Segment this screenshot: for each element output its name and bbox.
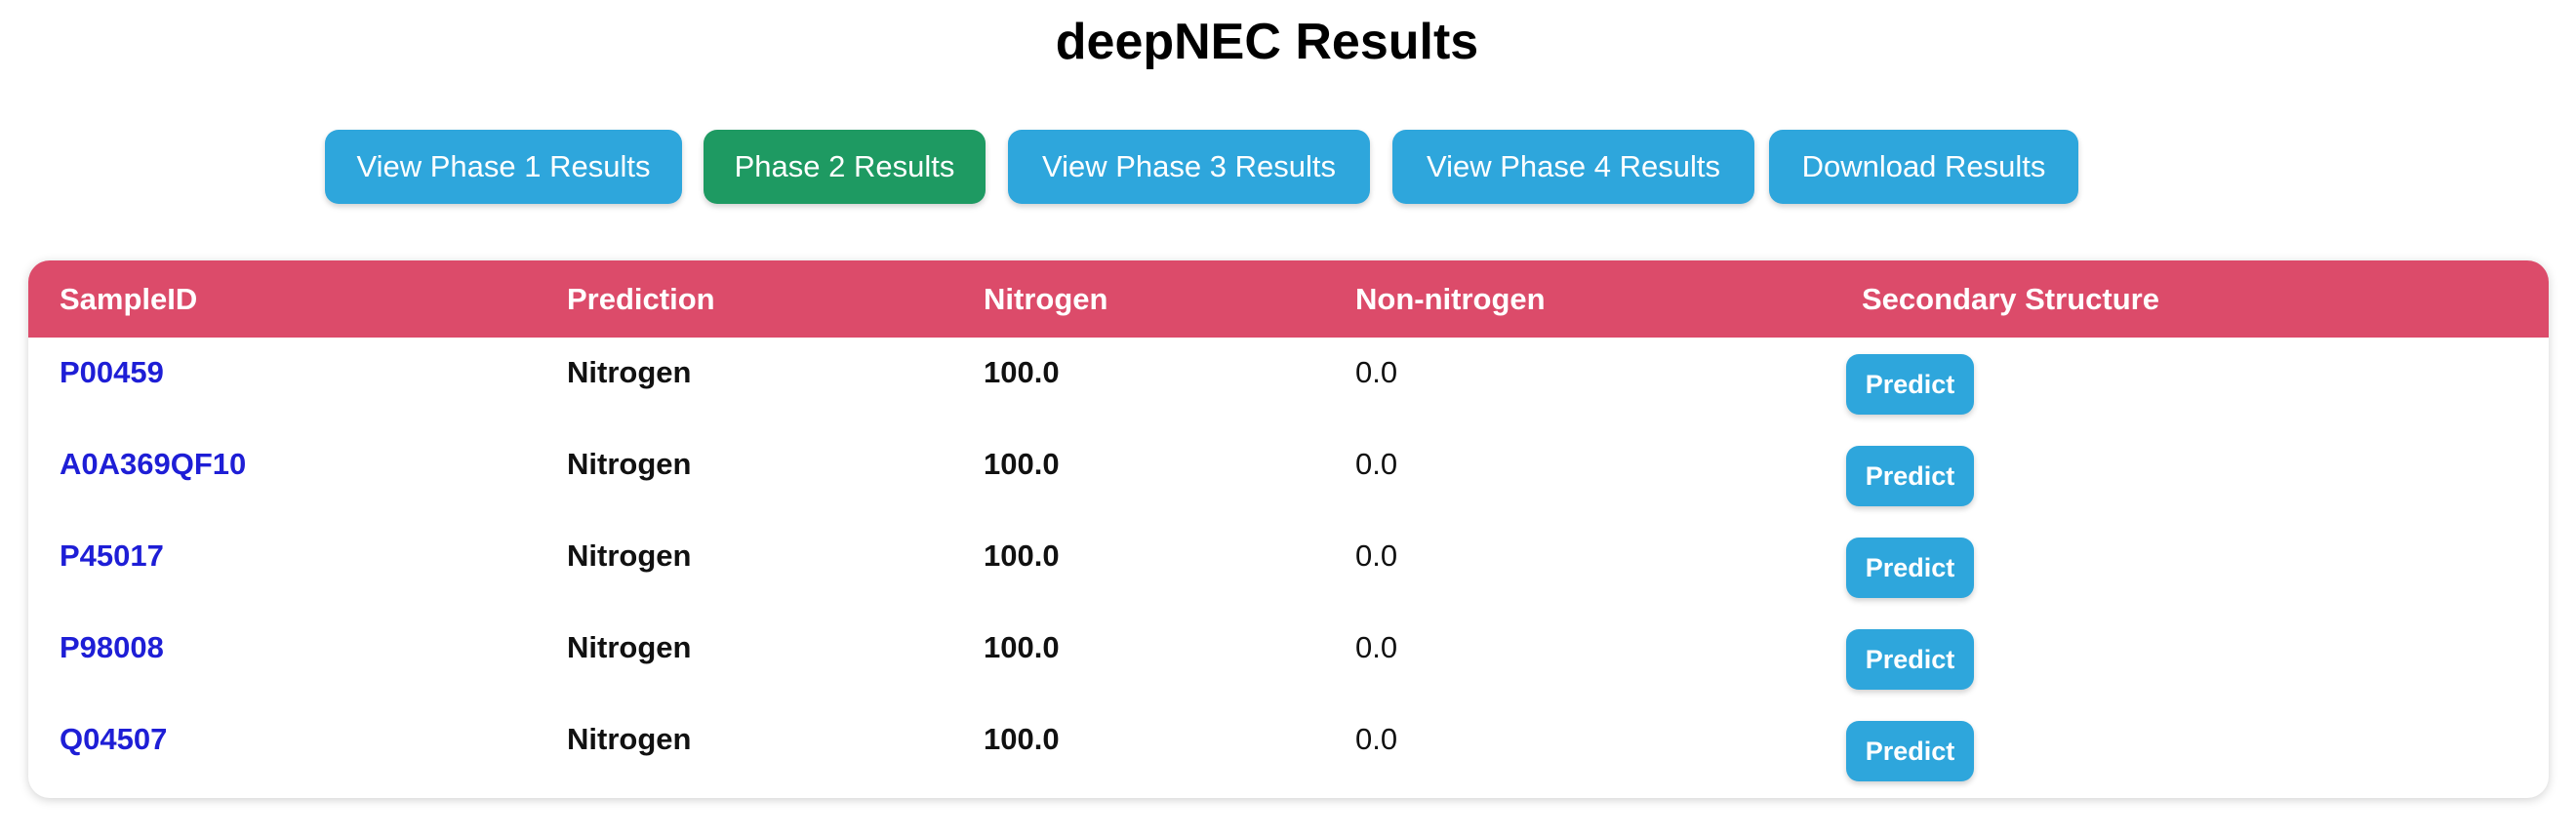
prediction-cell: Nitrogen [567,722,692,756]
predict-button[interactable]: Predict [1846,446,1974,506]
page-title: deepNEC Results [1055,14,1479,70]
non-nitrogen-cell: 0.0 [1355,630,1398,664]
header-secondary-structure: Secondary Structure [1862,282,2159,316]
download-results-button[interactable]: Download Results [1769,130,2078,204]
table-row: P45017 Nitrogen 100.0 0.0 Predict [28,521,2549,613]
prediction-cell: Nitrogen [567,538,692,573]
predict-button[interactable]: Predict [1846,354,1974,415]
non-nitrogen-cell: 0.0 [1355,722,1398,756]
table-row: P00459 Nitrogen 100.0 0.0 Predict [28,338,2549,429]
sample-id-link[interactable]: A0A369QF10 [60,447,247,481]
header-non-nitrogen: Non-nitrogen [1355,282,1546,316]
sample-id-link[interactable]: P00459 [60,355,164,389]
header-nitrogen: Nitrogen [984,282,1108,316]
phase-2-button[interactable]: Phase 2 Results [704,130,986,204]
nitrogen-cell: 100.0 [984,630,1060,664]
predict-button[interactable]: Predict [1846,721,1974,781]
nitrogen-cell: 100.0 [984,447,1060,481]
non-nitrogen-cell: 0.0 [1355,447,1398,481]
table-header-row: SampleID Prediction Nitrogen Non-nitroge… [28,260,2549,338]
nitrogen-cell: 100.0 [984,722,1060,756]
prediction-cell: Nitrogen [567,447,692,481]
prediction-cell: Nitrogen [567,355,692,389]
non-nitrogen-cell: 0.0 [1355,538,1398,573]
view-phase-3-button[interactable]: View Phase 3 Results [1008,130,1370,204]
header-sampleid: SampleID [60,282,198,316]
table-row: Q04507 Nitrogen 100.0 0.0 Predict [28,704,2549,796]
nitrogen-cell: 100.0 [984,355,1060,389]
view-phase-4-button[interactable]: View Phase 4 Results [1392,130,1754,204]
results-table: SampleID Prediction Nitrogen Non-nitroge… [28,260,2549,798]
view-phase-1-button[interactable]: View Phase 1 Results [325,130,682,204]
predict-button[interactable]: Predict [1846,538,1974,598]
header-prediction: Prediction [567,282,715,316]
prediction-cell: Nitrogen [567,630,692,664]
nitrogen-cell: 100.0 [984,538,1060,573]
non-nitrogen-cell: 0.0 [1355,355,1398,389]
sample-id-link[interactable]: P98008 [60,630,164,664]
sample-id-link[interactable]: P45017 [60,538,164,573]
predict-button[interactable]: Predict [1846,629,1974,690]
sample-id-link[interactable]: Q04507 [60,722,168,756]
table-row: A0A369QF10 Nitrogen 100.0 0.0 Predict [28,429,2549,521]
table-row: P98008 Nitrogen 100.0 0.0 Predict [28,613,2549,704]
